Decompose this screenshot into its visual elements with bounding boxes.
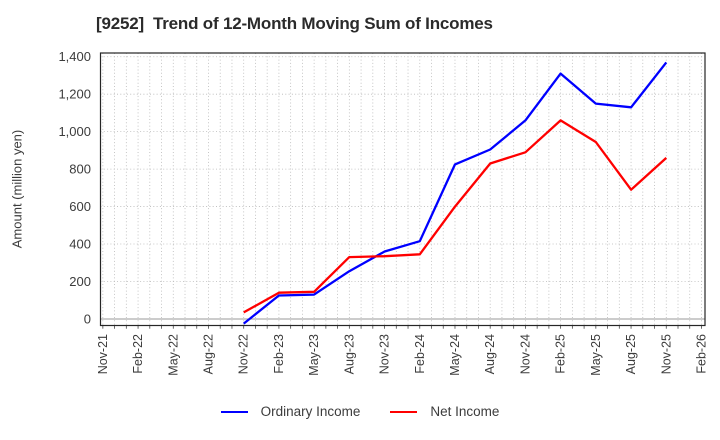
legend-line-swatch-red <box>390 410 418 413</box>
x-tick-label: Nov-24 <box>518 334 532 374</box>
x-tick-labels: Nov-21 Feb-22 May-22 Aug-22 Nov-22 Feb-23 May-… <box>96 334 709 376</box>
x-tick-label: Feb-24 <box>413 334 427 374</box>
y-tick-label: 1,000 <box>58 124 91 139</box>
x-tick-label: May-25 <box>589 334 603 376</box>
x-tick-label: Aug-25 <box>624 334 638 374</box>
x-tick-label: May-24 <box>448 334 462 376</box>
x-tick-label: Feb-26 <box>694 334 708 374</box>
x-tick-label: Nov-21 <box>96 334 110 374</box>
series-line-ordinary-income <box>242 61 668 325</box>
legend-label: Ordinary Income <box>260 404 361 419</box>
legend-item-ordinary-income: Ordinary Income <box>220 404 361 419</box>
x-tick-label: Nov-23 <box>378 334 392 374</box>
chart-title: [9252] Trend of 12-Month Moving Sum of I… <box>96 14 493 33</box>
legend-item-net-income: Net Income <box>390 404 499 419</box>
grid-horizontal-lines <box>100 56 705 320</box>
legend: Ordinary Income Net Income <box>0 404 720 419</box>
x-tick-label: Feb-22 <box>131 334 145 374</box>
y-tick-label: 1,400 <box>58 49 91 64</box>
x-tick-label: May-23 <box>307 334 321 376</box>
x-tick-label: Aug-24 <box>483 334 497 374</box>
plot-border <box>99 52 706 327</box>
x-tick-label: Nov-25 <box>659 334 673 374</box>
grid-vertical-lines <box>102 53 702 326</box>
y-tick-labels: 0 200 400 600 800 1,000 1,200 1,400 <box>58 49 91 326</box>
x-tick-label: Feb-25 <box>554 334 568 374</box>
x-tick-label: Aug-23 <box>342 334 356 374</box>
y-tick-label: 200 <box>69 274 91 289</box>
y-tick-label: 400 <box>69 237 91 252</box>
y-tick-label: 600 <box>69 199 91 214</box>
x-tick-label: Aug-22 <box>201 334 215 374</box>
y-tick-label: 0 <box>84 311 91 326</box>
legend-label: Net Income <box>430 404 500 419</box>
series-line-net-income <box>243 119 668 314</box>
x-tick-label: Nov-22 <box>237 334 251 374</box>
y-tick-label: 800 <box>69 162 91 177</box>
x-tick-label: Feb-23 <box>272 334 286 374</box>
x-tick-label: May-22 <box>166 334 180 376</box>
y-tick-label: 1,200 <box>58 87 91 102</box>
legend-line-swatch-blue <box>220 410 248 413</box>
